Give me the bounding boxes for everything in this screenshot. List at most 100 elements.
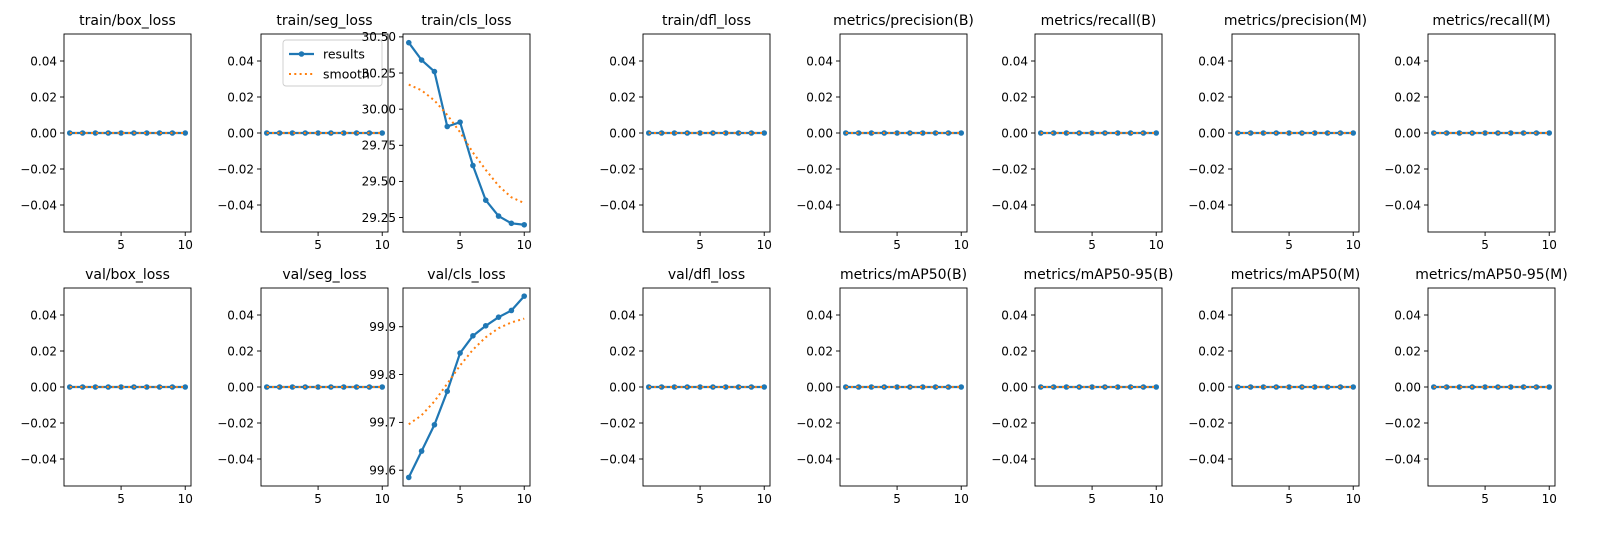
data-point-results: [1456, 130, 1463, 136]
y-tick-label: 29.25: [362, 211, 396, 225]
y-tick-label: −0.04: [20, 198, 57, 212]
data-point-results: [118, 130, 124, 136]
data-point-results: [379, 384, 386, 390]
subplot-title: metrics/recall(B): [1041, 13, 1157, 29]
y-tick-label: 0.04: [30, 54, 57, 68]
y-tick-label: −0.04: [599, 452, 636, 466]
axes-frame: [1034, 287, 1163, 487]
y-tick-label: 29.50: [362, 175, 396, 189]
y-tick-label: 0.00: [1001, 380, 1028, 394]
data-point-results: [92, 384, 99, 390]
subplot: val/dfl_loss 0.04 0.02 0.00 −0.02 −0.04 5 10: [599, 267, 772, 506]
y-tick-label: −0.02: [1384, 162, 1421, 176]
y-tick-label: 0.02: [1394, 90, 1421, 104]
data-point-results: [1286, 384, 1292, 390]
x-tick-label: 10: [1346, 492, 1361, 506]
subplot-title: metrics/mAP50(M): [1231, 267, 1361, 283]
data-point-results: [79, 130, 86, 136]
x-tick-label: 5: [456, 238, 464, 252]
subplot-title: train/seg_loss: [276, 13, 372, 29]
data-point-results: [1546, 384, 1553, 390]
data-point-results: [1350, 130, 1357, 136]
y-tick-label: 0.04: [1394, 308, 1421, 322]
y-tick-label: −0.04: [796, 198, 833, 212]
data-point-results: [1311, 384, 1318, 390]
y-tick-label: −0.02: [599, 162, 636, 176]
y-tick-label: −0.04: [20, 452, 57, 466]
x-tick-label: 5: [1088, 238, 1096, 252]
data-point-results: [1324, 384, 1331, 390]
data-point-results: [958, 130, 965, 136]
data-point-results: [470, 333, 476, 339]
axes-frame: [402, 287, 531, 487]
y-tick-label: 0.02: [227, 344, 254, 358]
data-point-results: [1260, 384, 1267, 390]
subplot: train/box_loss 0.04 0.02 0.00 −0.02 −0.04 5 10: [20, 13, 193, 252]
data-point-results: [1507, 384, 1514, 390]
data-point-results: [1153, 130, 1160, 136]
x-tick-label: 5: [696, 238, 704, 252]
y-tick-label: 0.02: [806, 344, 833, 358]
data-point-results: [1247, 130, 1254, 136]
x-tick-label: 10: [954, 492, 969, 506]
x-tick-label: 10: [757, 492, 772, 506]
y-tick-label: 99.6: [369, 464, 396, 478]
y-tick-label: 99.9: [369, 320, 396, 334]
subplot-title: train/cls_loss: [421, 13, 511, 29]
axes-frame: [402, 33, 531, 233]
axes-frame: [63, 287, 192, 487]
y-tick-label: −0.04: [991, 452, 1028, 466]
data-point-results: [855, 130, 862, 136]
y-tick-label: 0.00: [1001, 126, 1028, 140]
data-point-results: [1260, 130, 1267, 136]
data-point-results: [276, 384, 283, 390]
data-point-results: [508, 307, 515, 314]
legend-box: [282, 39, 383, 87]
subplot-title: val/dfl_loss: [668, 267, 745, 283]
legend-label-results: results: [323, 47, 365, 62]
subplot: metrics/precision(B) 0.04 0.02 0.00 −0.02 −0.…: [796, 13, 974, 252]
y-tick-label: −0.04: [217, 452, 254, 466]
data-point-results: [444, 123, 451, 130]
subplot-title: metrics/precision(B): [833, 13, 974, 29]
data-point-results: [1247, 384, 1254, 390]
data-point-results: [276, 130, 283, 136]
y-tick-label: −0.02: [20, 162, 57, 176]
y-tick-label: 0.00: [806, 380, 833, 394]
y-tick-label: 0.02: [1001, 90, 1028, 104]
y-tick-label: 0.04: [1394, 54, 1421, 68]
y-tick-label: 0.02: [1198, 90, 1225, 104]
x-tick-label: 10: [757, 238, 772, 252]
y-tick-label: 0.04: [227, 54, 254, 68]
data-point-results: [482, 197, 489, 204]
subplot: metrics/precision(M) 0.04 0.02 0.00 −0.02 −0.…: [1188, 13, 1367, 252]
data-point-results: [470, 162, 476, 169]
data-point-results: [143, 384, 150, 390]
data-point-results: [1482, 130, 1488, 136]
data-point-results: [658, 130, 665, 136]
data-point-results: [932, 130, 939, 136]
y-tick-label: −0.02: [796, 162, 833, 176]
axes-frame: [1231, 287, 1360, 487]
data-point-results: [722, 130, 729, 136]
y-tick-label: 0.04: [1001, 54, 1028, 68]
subplot-title: val/cls_loss: [427, 267, 505, 283]
data-point-results: [1507, 130, 1514, 136]
data-point-results: [658, 384, 665, 390]
data-point-results: [1443, 384, 1450, 390]
y-tick-label: −0.02: [599, 416, 636, 430]
y-tick-label: 0.04: [609, 54, 636, 68]
y-tick-label: 0.04: [609, 308, 636, 322]
axes-frame: [642, 287, 771, 487]
data-point-results: [418, 448, 425, 454]
x-tick-label: 10: [1149, 492, 1164, 506]
data-point-results: [508, 220, 515, 227]
y-tick-label: 0.02: [30, 344, 57, 358]
data-point-results: [1443, 130, 1450, 136]
subplot-title: metrics/precision(M): [1224, 13, 1367, 29]
data-point-results: [521, 293, 528, 299]
subplot: val/cls_loss 99.9 99.8 99.7 99.6 5 10: [369, 267, 532, 506]
y-tick-label: 0.02: [1001, 344, 1028, 358]
data-point-results: [182, 130, 189, 136]
